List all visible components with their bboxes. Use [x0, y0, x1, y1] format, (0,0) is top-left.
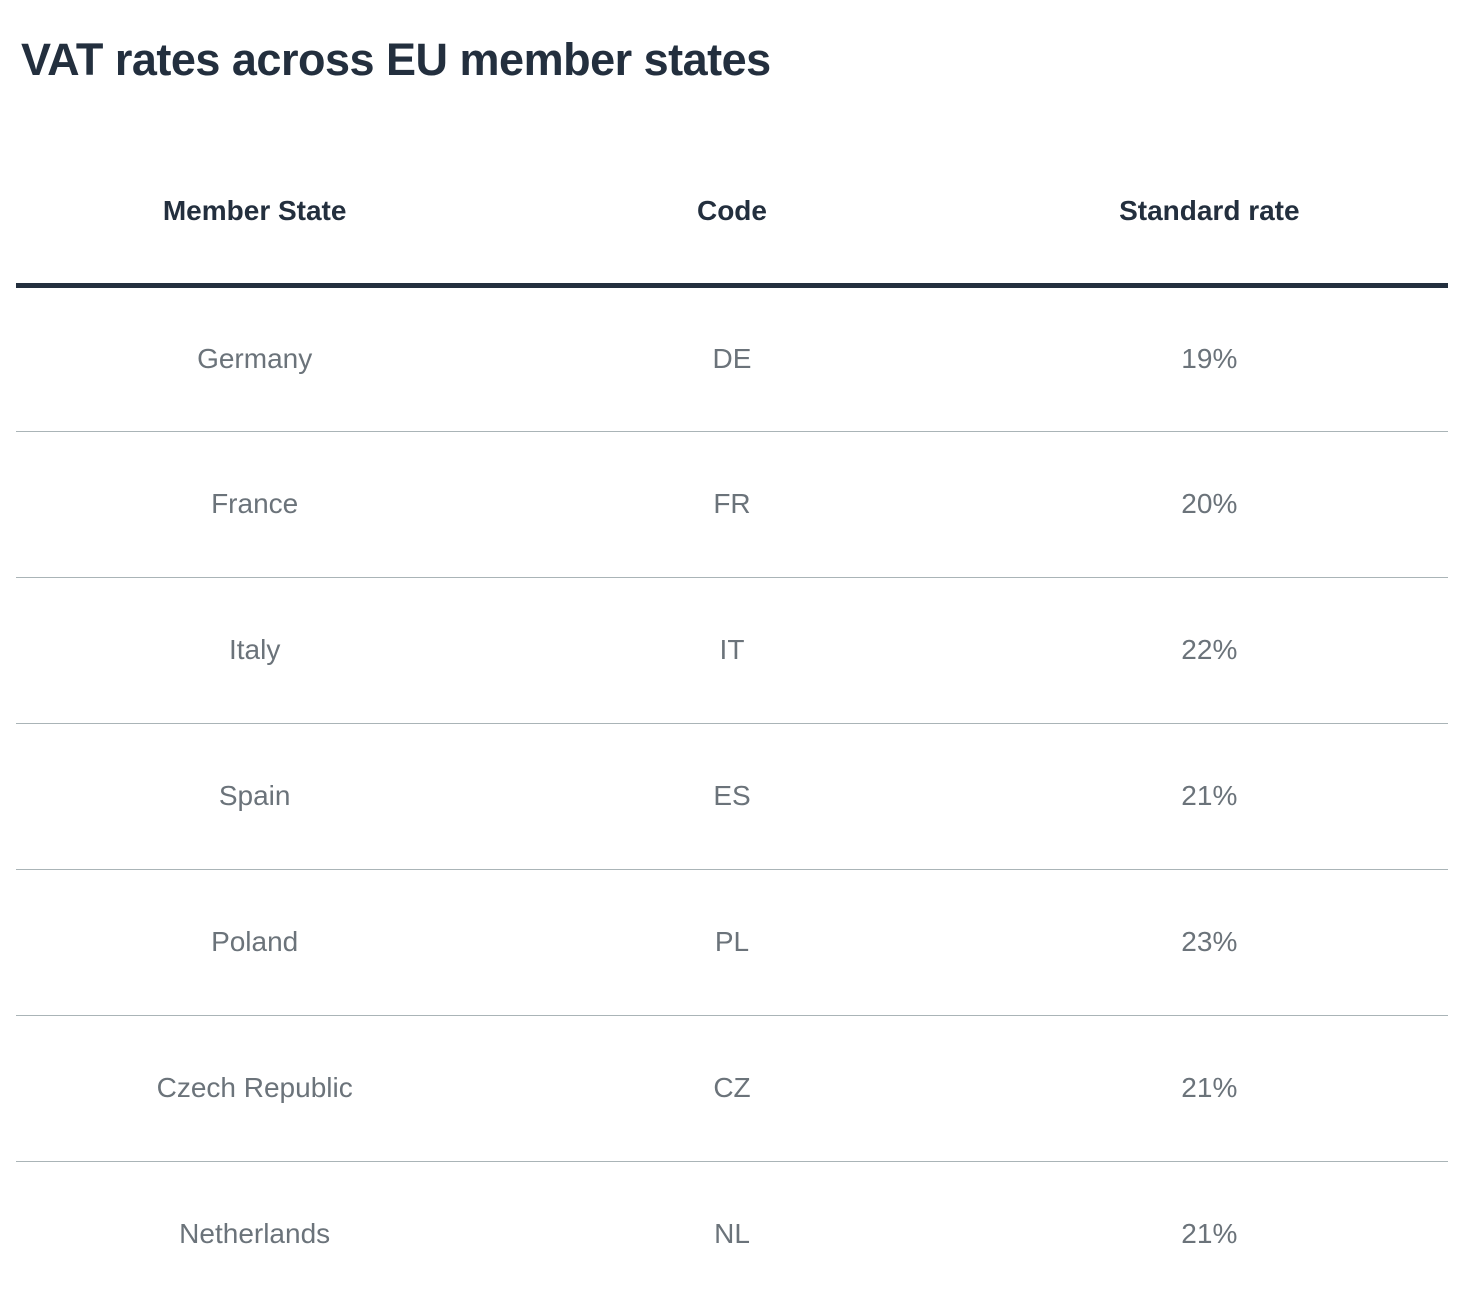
cell-state: France — [16, 431, 494, 578]
cell-rate: 22% — [970, 577, 1448, 724]
table-header: Member State Code Standard rate — [16, 139, 1448, 288]
cell-state: Czech Republic — [16, 1015, 494, 1162]
column-header-member-state: Member State — [16, 139, 494, 288]
cell-state: Poland — [16, 869, 494, 1016]
table-row: Italy IT 22% — [16, 577, 1448, 724]
table-row: Netherlands NL 21% — [16, 1161, 1448, 1296]
cell-state: Spain — [16, 723, 494, 870]
cell-code: IT — [493, 577, 971, 724]
column-header-code: Code — [493, 139, 971, 288]
cell-rate: 21% — [970, 723, 1448, 870]
cell-rate: 19% — [970, 285, 1448, 432]
table-row: Czech Republic CZ 21% — [16, 1015, 1448, 1162]
table-row: Germany DE 19% — [16, 285, 1448, 432]
cell-state: Germany — [16, 285, 494, 432]
cell-state: Italy — [16, 577, 494, 724]
table-row: Poland PL 23% — [16, 869, 1448, 1016]
cell-code: PL — [493, 869, 971, 1016]
cell-code: DE — [493, 285, 971, 432]
table-row: France FR 20% — [16, 431, 1448, 578]
page-title: VAT rates across EU member states — [21, 34, 771, 85]
cell-code: ES — [493, 723, 971, 870]
cell-code: FR — [493, 431, 971, 578]
table-header-row: Member State Code Standard rate — [16, 139, 1448, 288]
vat-rates-table: Member State Code Standard rate Germany … — [16, 139, 1448, 1296]
cell-rate: 21% — [1181, 1218, 1238, 1250]
cell-rate: 21% — [970, 1015, 1448, 1162]
cell-rate: 20% — [970, 431, 1448, 578]
cell-state: Netherlands — [179, 1218, 331, 1250]
cell-rate: 23% — [970, 869, 1448, 1016]
cell-code: NL — [714, 1218, 750, 1250]
column-header-standard-rate: Standard rate — [970, 139, 1448, 288]
cell-code: CZ — [493, 1015, 971, 1162]
table-row: Spain ES 21% — [16, 723, 1448, 870]
table-body: Germany DE 19% France FR 20% Italy IT 22… — [16, 285, 1448, 1296]
